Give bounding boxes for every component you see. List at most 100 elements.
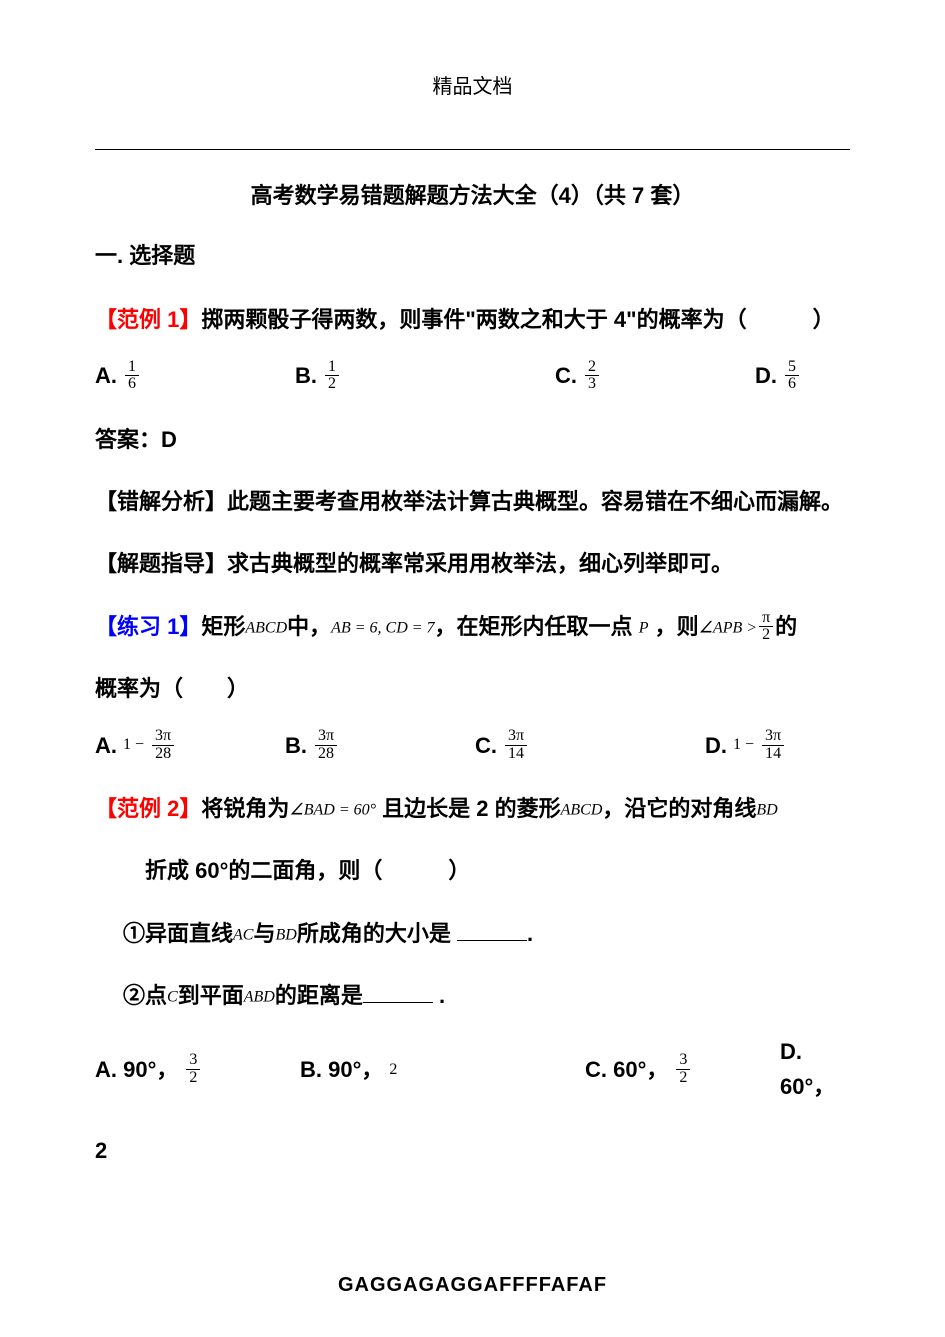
frac-icon: 16 — [125, 359, 139, 394]
p1-m2: ，在矩形内任取一点 — [435, 614, 633, 639]
opt-a-label: A. — [95, 358, 117, 393]
footer-code: GAGGAGAGGAFFFFAFAF — [0, 1274, 945, 1297]
frac-num: 2 — [585, 359, 599, 376]
e2-pre: 将锐角为 — [201, 796, 289, 821]
solution-guide: 【解题指导】求古典概型的概率常采用用枚举法，细心列举即可。 — [95, 540, 850, 588]
frac-icon: 56 — [785, 359, 799, 394]
example-2-options: A. 90°， 32 B. 90°， 2 C. 60°， 32 D. 60°， — [95, 1034, 850, 1104]
opt-b: B. 90°， 2 — [300, 1052, 585, 1087]
opt-c: C. 60°， 32 — [585, 1052, 780, 1087]
frac-den: 28 — [315, 745, 337, 763]
opt-d-pre: 1 − — [733, 732, 754, 758]
opt-a-pre: 1 − — [123, 732, 144, 758]
frac-num: 3 — [676, 1052, 690, 1069]
frac-den: 2 — [676, 1069, 690, 1087]
opt-d: D. 1 −3π14 — [705, 728, 850, 763]
opt-b: B. 12 — [295, 358, 555, 393]
frac-icon: 32 — [676, 1052, 690, 1087]
q1-a: ①异面直线 — [123, 921, 233, 946]
q2-a: ②点 — [123, 983, 167, 1008]
p1-shape: ABCD — [245, 619, 287, 636]
q1-d: . — [527, 921, 533, 946]
example-1-label: 【范例 1】 — [95, 307, 201, 332]
example-2-label: 【范例 2】 — [95, 796, 201, 821]
frac-den: 2 — [186, 1069, 200, 1087]
example-2-q1: ①异面直线AC与BD所成角的大小是 . — [95, 910, 850, 958]
frac-icon: 3π14 — [762, 728, 784, 763]
header-label: 精品文档 — [95, 70, 850, 99]
example-1-options: A. 16 B. 12 C. 23 D. 56 — [95, 358, 850, 393]
opt-c: C. 23 — [555, 358, 755, 393]
opt-b-label: B. — [295, 358, 317, 393]
frac-icon: 3π14 — [505, 728, 527, 763]
opt-a: A. 16 — [95, 358, 295, 393]
opt-a: A. 90°， 32 — [95, 1052, 300, 1087]
frac-den: 2 — [759, 626, 773, 644]
q2-v: C — [167, 988, 178, 1005]
answer: 答案：D — [95, 416, 850, 464]
practice-1-label: 【练习 1】 — [95, 614, 201, 639]
section-heading: 一. 选择题 — [95, 238, 850, 270]
opt-d: D. 60°， — [780, 1034, 850, 1104]
example-2: 【范例 2】将锐角为∠BAD = 60° 且边长是 2 的菱形ABCD，沿它的对… — [95, 785, 850, 833]
q1-v2: BD — [275, 926, 296, 943]
frac-den: 6 — [125, 375, 139, 393]
divider — [95, 149, 850, 150]
opt-a-label: A. — [95, 728, 117, 763]
frac-den: 14 — [505, 745, 527, 763]
opt-d-label: D. 60°， — [780, 1034, 850, 1104]
frac-icon: 12 — [325, 359, 339, 394]
frac-den: 14 — [762, 745, 784, 763]
frac-icon: 32 — [186, 1052, 200, 1087]
e2-mid: 且边长是 2 的菱形 — [376, 796, 561, 821]
error-analysis: 【错解分析】此题主要考查用枚举法计算古典概型。容易错在不细心而漏解。 — [95, 478, 850, 526]
frac-icon: π2 — [759, 610, 773, 645]
p1-m3: ，则 — [655, 614, 699, 639]
e2-diag: BD — [756, 801, 777, 818]
e2-eq: ∠BAD = 60° — [289, 801, 376, 818]
p1-eq1: AB = 6, CD = 7 — [331, 619, 434, 636]
practice-1-options: A. 1 −3π28 B. 3π28 C. 3π14 D. 1 −3π14 — [95, 728, 850, 763]
q2-b: 到平面 — [178, 983, 244, 1008]
p1-angle: ∠APB > — [699, 619, 757, 636]
frac-icon: 23 — [585, 359, 599, 394]
frac-icon: 3π28 — [152, 728, 174, 763]
example-1-text: 掷两颗骰子得两数，则事件"两数之和大于 4"的概率为（ ） — [201, 307, 834, 332]
opt-c-label: C. — [555, 358, 577, 393]
q2-c: 的距离是 — [275, 983, 363, 1008]
frac-num: 3π — [762, 728, 784, 745]
frac-den: 6 — [785, 375, 799, 393]
frac-den: 28 — [152, 745, 174, 763]
frac-num: 5 — [785, 359, 799, 376]
opt-d: D. 56 — [755, 358, 850, 393]
e2-shape: ABCD — [561, 801, 603, 818]
q1-v1: AC — [233, 926, 253, 943]
frac-icon: 3π28 — [315, 728, 337, 763]
practice-1-line2: 概率为（ ） — [95, 665, 850, 713]
e2-mid2: ，沿它的对角线 — [602, 796, 756, 821]
example-1: 【范例 1】掷两颗骰子得两数，则事件"两数之和大于 4"的概率为（ ） — [95, 296, 850, 344]
p1-p: P — [639, 619, 649, 636]
frac-num: 3π — [315, 728, 337, 745]
q1-b: 与 — [253, 921, 275, 946]
angle-text: ∠APB > — [699, 619, 757, 636]
p1-pre: 矩形 — [201, 614, 245, 639]
opt-b-label: B. — [285, 728, 307, 763]
frac-num: 1 — [125, 359, 139, 376]
example-2-line2: 折成 60°的二面角，则（ ） — [95, 847, 850, 895]
opt-a: A. 1 − 3π28 — [95, 728, 285, 763]
p1-m1: 中， — [287, 614, 331, 639]
example-2-q2: ②点C到平面ABD的距离是 . — [95, 972, 850, 1020]
opt-b-val: 2 — [389, 1057, 397, 1083]
frac-num: 3π — [505, 728, 527, 745]
practice-1: 【练习 1】矩形ABCD中，AB = 6, CD = 7，在矩形内任取一点 P … — [95, 603, 850, 651]
frac-num: 3 — [186, 1052, 200, 1069]
frac-num: π — [759, 610, 773, 627]
frac-den: 2 — [325, 375, 339, 393]
opt-b-label: B. 90°， — [300, 1052, 383, 1087]
page-title: 高考数学易错题解题方法大全（4）（共 7 套） — [95, 178, 850, 210]
blank-line — [457, 921, 527, 941]
opt-d-label: D. — [755, 358, 777, 393]
q1-c: 所成角的大小是 — [297, 921, 451, 946]
q2-d: . — [439, 983, 445, 1008]
